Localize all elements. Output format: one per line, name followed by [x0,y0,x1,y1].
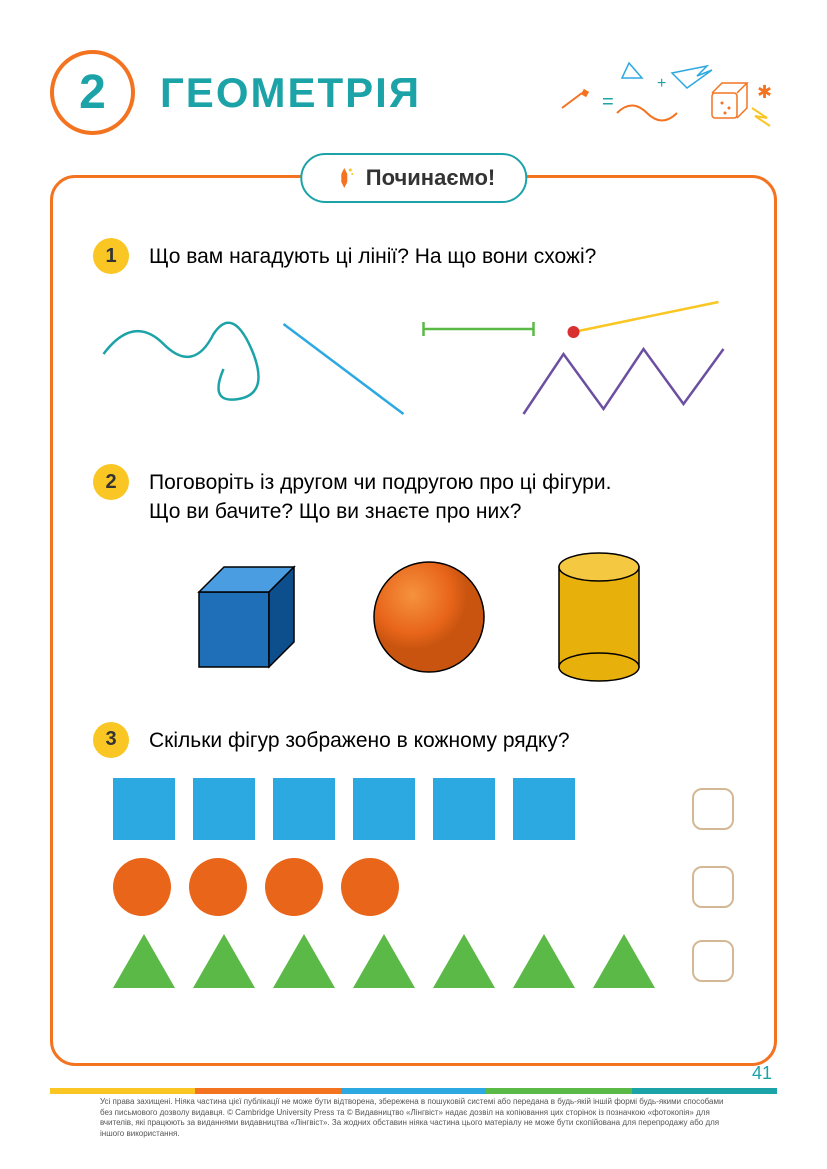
zigzag-line [524,349,724,414]
sphere-shape [369,557,489,677]
question-1: 1 Що вам нагадують ці лінії? На що вони … [93,238,734,429]
q3-rows [93,778,734,988]
svg-text:✱: ✱ [757,82,772,102]
answer-box[interactable] [692,866,734,908]
circle-shape [113,858,171,916]
unit-number: 2 [79,65,106,120]
triangle-shape [193,934,255,988]
shape-row-square [113,778,734,840]
square-shape [113,778,175,840]
answer-box[interactable] [692,940,734,982]
straight-line [284,324,404,414]
page-number: 41 [752,1063,772,1084]
cube-shape [179,552,309,682]
shapes-group [113,934,677,988]
square-shape [193,778,255,840]
rocket-icon [332,166,356,190]
curve-line [104,323,259,400]
stripe-segment [486,1088,631,1094]
triangle-shape [353,934,415,988]
ray-line [574,302,719,332]
q2-number: 2 [93,464,129,500]
q3-number: 3 [93,722,129,758]
question-2: 2 Поговоріть із другом чи подругою про ц… [93,464,734,687]
decor-icons: = + ✱ [557,58,777,128]
bottom-color-stripe [50,1088,777,1094]
square-shape [353,778,415,840]
triangle-shape [113,934,175,988]
square-shape [513,778,575,840]
q3-text: Скільки фігур зображено в кожному рядку? [149,722,570,755]
svg-text:+: + [657,75,666,92]
stripe-segment [50,1088,195,1094]
header-decorations: = + ✱ [446,58,777,128]
triangle-shape [273,934,335,988]
start-badge: Починаємо! [300,153,527,203]
triangle-shape [513,934,575,988]
shapes-3d-row [93,547,734,687]
shape-row-circle [113,858,734,916]
shapes-group [113,778,677,840]
q1-text: Що вам нагадують ці лінії? На що вони сх… [149,238,596,271]
circle-shape [341,858,399,916]
cylinder-shape [549,547,649,687]
start-badge-text: Починаємо! [366,165,495,191]
stripe-segment [632,1088,777,1094]
page-header: 2 ГЕОМЕТРІЯ = + ✱ [50,50,777,135]
circle-shape [265,858,323,916]
triangle-shape [593,934,655,988]
shape-row-triangle [113,934,734,988]
square-shape [273,778,335,840]
svg-text:=: = [602,91,614,113]
answer-box[interactable] [692,788,734,830]
q2-text: Поговоріть із другом чи подругою про ці … [149,464,611,527]
q1-number: 1 [93,238,129,274]
stripe-segment [195,1088,340,1094]
ray-point [568,326,580,338]
circle-shape [189,858,247,916]
unit-number-circle: 2 [50,50,135,135]
question-3: 3 Скільки фігур зображено в кожному рядк… [93,722,734,988]
main-content-box: Починаємо! 1 Що вам нагадують ці лінії? … [50,175,777,1066]
square-shape [433,778,495,840]
q1-lines-illustration [93,294,734,424]
triangle-shape [433,934,495,988]
stripe-segment [341,1088,486,1094]
unit-title: ГЕОМЕТРІЯ [160,69,421,117]
copyright-notice: Усі права захищені. Ніяка частина цієї п… [100,1097,727,1139]
shapes-group [113,858,677,916]
